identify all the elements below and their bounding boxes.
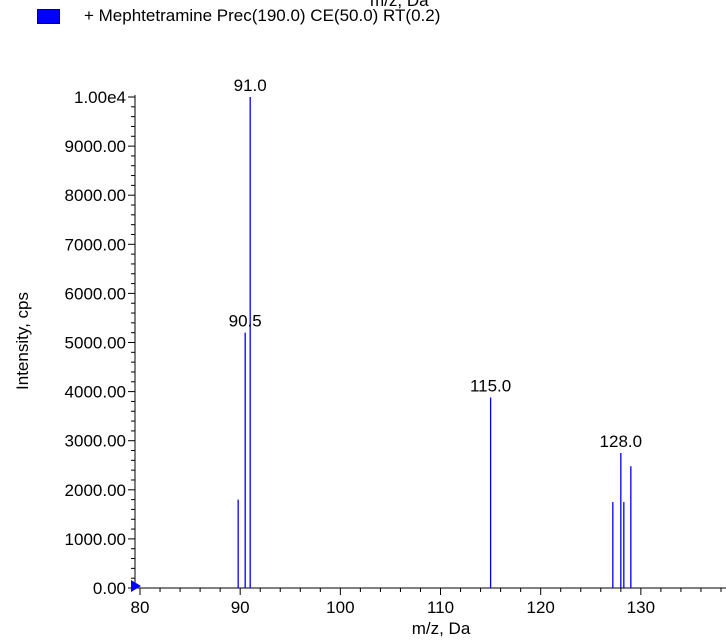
y-tick-label: 1.00e4	[74, 88, 126, 107]
y-tick-label: 4000.00	[65, 383, 126, 402]
axes: 0.00 1000.00 2000.00 3000.00 4000.00 5000.00 6…	[65, 88, 726, 617]
baseline-marker	[131, 580, 141, 592]
peak-labels: 91.0 90.5 115.0 128.0	[229, 76, 642, 451]
y-tick-label: 6000.00	[65, 284, 126, 303]
legend-entry: + Mephtetramine Prec(190.0) CE(50.0) RT(…	[84, 6, 441, 25]
x-tick-label: 90	[231, 598, 250, 617]
y-axis-label: Intensity, cps	[13, 292, 32, 390]
x-tick-label: 110	[427, 598, 454, 617]
y-tick-label: 3000.00	[65, 432, 126, 451]
y-tick-label: 5000.00	[65, 334, 126, 353]
peaks	[237, 97, 632, 588]
y-tick-label: 7000.00	[65, 235, 126, 254]
legend-swatch	[37, 8, 60, 24]
clipped-axis-title: m/z, Da	[370, 0, 429, 10]
y-tick-label: 0.00	[93, 579, 126, 598]
x-axis-label: m/z, Da	[412, 619, 471, 638]
peak-label: 90.5	[229, 312, 262, 331]
y-tick-label: 8000.00	[65, 186, 126, 205]
x-tick-label: 120	[526, 598, 554, 617]
y-tick-label: 1000.00	[65, 530, 126, 549]
peak-label: 128.0	[600, 432, 643, 451]
y-tick-label: 2000.00	[65, 481, 126, 500]
x-tick-label: 100	[326, 598, 354, 617]
y-tick-label: 9000.00	[65, 137, 126, 156]
x-tick-label: 80	[131, 598, 150, 617]
peak-label: 91.0	[234, 76, 267, 95]
legend: + Mephtetramine Prec(190.0) CE(50.0) RT(…	[37, 6, 440, 26]
x-tick-label: 130	[627, 598, 655, 617]
peak-label: 115.0	[470, 376, 511, 395]
